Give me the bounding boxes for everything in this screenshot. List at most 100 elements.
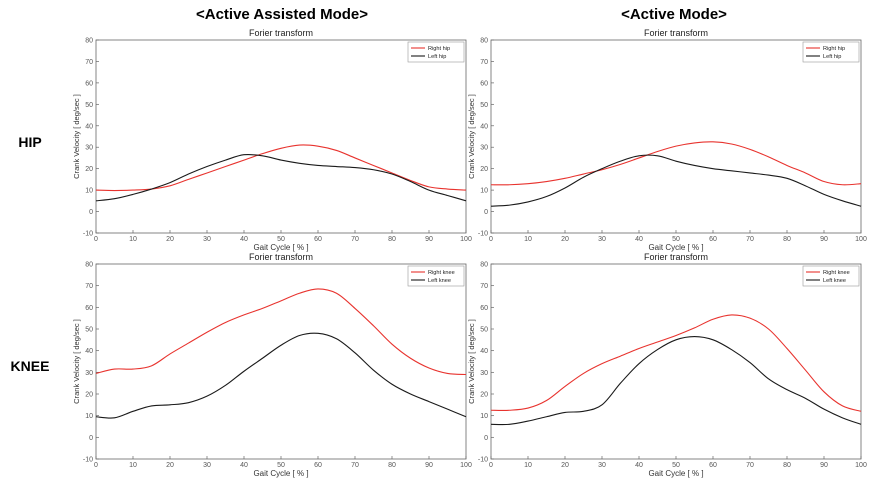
hip-assisted-series-line-left [95, 153, 467, 202]
knee-active-ytick-label: 0 [484, 435, 488, 442]
hip-active-ytick-label: 0 [484, 209, 488, 216]
knee-assisted-ytick-label: 30 [85, 370, 93, 377]
hip-active-xtick-label: 30 [598, 236, 606, 243]
hip-assisted-ytick-label: 80 [85, 38, 93, 45]
knee-active-ytick-label: 80 [480, 262, 488, 269]
hip-active-xtick-label: 20 [561, 236, 569, 243]
knee-assisted-xtick-label: 50 [277, 462, 285, 469]
knee-active-ytick-label: 20 [480, 392, 488, 399]
hip-active-ytick-label: 80 [480, 38, 488, 45]
hip-active-xtick-label: 70 [746, 236, 754, 243]
hip-assisted-xtick-label: 30 [203, 236, 211, 243]
knee-active-y-axis-label: Crank Velocity [ deg/sec ] [467, 319, 476, 404]
hip-assisted-ytick-label: -10 [83, 231, 93, 238]
hip-assisted-ytick-label: 10 [85, 188, 93, 195]
knee-active-xtick-label: 10 [524, 462, 532, 469]
hip-assisted-xtick-label: 40 [240, 236, 248, 243]
hip-active-xtick-label: 90 [820, 236, 828, 243]
hip-assisted-legend-box [407, 41, 465, 63]
knee-active-ytick-label: -10 [478, 457, 488, 464]
hip-assisted-xtick-label: 100 [460, 236, 472, 243]
hip-active-ytick-label: -10 [478, 231, 488, 238]
knee-active-xtick-label: 60 [709, 462, 717, 469]
hip-active-ytick-label: 10 [480, 188, 488, 195]
row-label-knee: KNEE [10, 358, 50, 374]
knee-active-xtick-label: 30 [598, 462, 606, 469]
hip-active-ytick-label: 70 [480, 59, 488, 66]
column-title-active: <Active Mode> [621, 6, 727, 23]
knee-assisted-series-line-right [95, 288, 467, 376]
hip-assisted-xtick-label: 0 [94, 236, 98, 243]
hip-active-xtick-label: 80 [783, 236, 791, 243]
knee-assisted-xtick-label: 70 [351, 462, 359, 469]
knee-assisted-chart-title: Forier transform [249, 252, 313, 262]
knee-assisted-y-axis-label: Crank Velocity [ deg/sec ] [72, 319, 81, 404]
knee-active-xtick-label: 50 [672, 462, 680, 469]
column-title-active-assisted: <Active Assisted Mode> [195, 6, 368, 23]
hip-active-xtick-label: 40 [635, 236, 643, 243]
knee-active-ytick-label: 50 [480, 327, 488, 334]
knee-assisted-ytick-label: 70 [85, 283, 93, 290]
hip-assisted-xtick-label: 80 [388, 236, 396, 243]
knee-active-legend-label: Left knee [823, 278, 846, 284]
hip-active-ytick-label: 20 [480, 166, 488, 173]
knee-assisted-legend-box [407, 265, 465, 287]
hip-assisted-ytick-label: 70 [85, 59, 93, 66]
hip-assisted-xtick-label: 90 [425, 236, 433, 243]
hip-assisted-ytick-label: 20 [85, 166, 93, 173]
hip-assisted-ytick-label: 0 [89, 209, 93, 216]
hip-active-ytick-label: 40 [480, 123, 488, 130]
hip-active-xtick-label: 60 [709, 236, 717, 243]
knee-active-ytick-label: 40 [480, 348, 488, 355]
hip-active-legend-label: Right hip [823, 46, 845, 52]
hip-active-chart-title: Forier transform [644, 28, 708, 38]
knee-active-chart-title: Forier transform [644, 252, 708, 262]
hip-assisted-ytick-label: 30 [85, 145, 93, 152]
hip-active-x-axis-label: Gait Cycle [ % ] [648, 243, 703, 252]
knee-assisted-ytick-label: 80 [85, 262, 93, 269]
hip-active-ytick-label: 50 [480, 102, 488, 109]
knee-assisted-series-line-left [95, 332, 467, 419]
knee-assisted-xtick-label: 90 [425, 462, 433, 469]
knee-assisted-ytick-label: 20 [85, 392, 93, 399]
knee-active-xtick-label: 0 [489, 462, 493, 469]
knee-assisted-xtick-label: 100 [460, 462, 472, 469]
knee-assisted-legend-label: Left knee [428, 278, 451, 284]
knee-active-xtick-label: 90 [820, 462, 828, 469]
knee-assisted-xtick-label: 80 [388, 462, 396, 469]
knee-active-series-line-left [490, 336, 862, 426]
hip-active-legend-box [802, 41, 860, 63]
hip-active-xtick-label: 50 [672, 236, 680, 243]
knee-assisted-xtick-label: 60 [314, 462, 322, 469]
hip-assisted-series-line-right [95, 144, 467, 192]
hip-active-series-line-left [490, 154, 862, 207]
hip-assisted-legend-label: Left hip [428, 54, 446, 60]
knee-active-series-line-right [490, 314, 862, 412]
knee-active-xtick-label: 100 [855, 462, 867, 469]
knee-assisted-xtick-label: 0 [94, 462, 98, 469]
hip-assisted-xtick-label: 10 [129, 236, 137, 243]
hip-active-legend-label: Left hip [823, 54, 841, 60]
knee-active-xtick-label: 80 [783, 462, 791, 469]
hip-assisted-ytick-label: 50 [85, 102, 93, 109]
knee-assisted-xtick-label: 10 [129, 462, 137, 469]
hip-active-ytick-label: 30 [480, 145, 488, 152]
hip-active-xtick-label: 0 [489, 236, 493, 243]
knee-active-xtick-label: 20 [561, 462, 569, 469]
knee-assisted-ytick-label: 0 [89, 435, 93, 442]
knee-assisted-xtick-label: 20 [166, 462, 174, 469]
knee-assisted-xtick-label: 40 [240, 462, 248, 469]
hip-active-xtick-label: 10 [524, 236, 532, 243]
knee-assisted-ytick-label: 50 [85, 327, 93, 334]
knee-active-ytick-label: 70 [480, 283, 488, 290]
hip-assisted-x-axis-label: Gait Cycle [ % ] [253, 243, 308, 252]
knee-assisted-x-axis-label: Gait Cycle [ % ] [253, 469, 308, 478]
knee-active-xtick-label: 70 [746, 462, 754, 469]
knee-assisted-ytick-label: 40 [85, 348, 93, 355]
knee-active-ytick-label: 60 [480, 305, 488, 312]
hip-active-y-axis-label: Crank Velocity [ deg/sec ] [467, 94, 476, 179]
hip-assisted-chart-title: Forier transform [249, 28, 313, 38]
